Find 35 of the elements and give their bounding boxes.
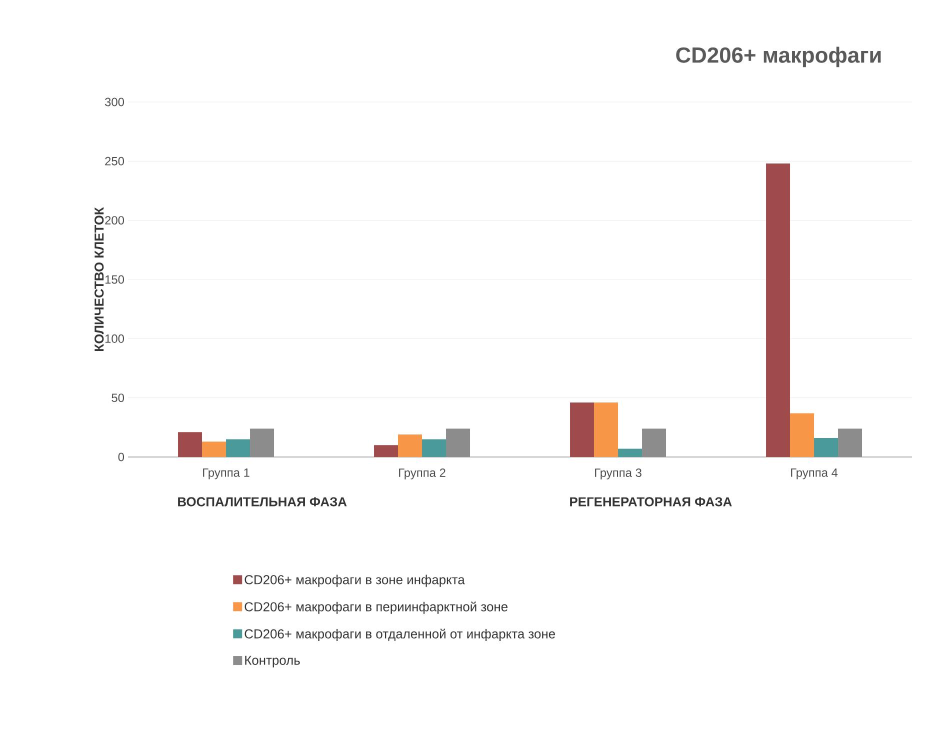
legend-label: CD206+ макрофаги в зоне инфаркта bbox=[244, 574, 465, 587]
y-tick-label: 0 bbox=[118, 452, 124, 462]
bar bbox=[642, 428, 666, 457]
text: РЕГЕНЕРАТОРНАЯ ФАЗА bbox=[570, 497, 732, 506]
bar bbox=[790, 413, 814, 457]
y-tick-label: 100 bbox=[105, 334, 124, 343]
legend-label: CD206+ макрофаги в отдаленной от инфаркта зоне bbox=[244, 628, 555, 642]
bar bbox=[446, 428, 470, 457]
text: ВОСПАЛИТЕЛЬНАЯ ФАЗА bbox=[178, 497, 347, 506]
x-tick-label: Группа 1 bbox=[203, 468, 250, 480]
chart-title: CD206+ макрофаги bbox=[676, 46, 881, 68]
bar bbox=[202, 442, 226, 457]
bar bbox=[766, 164, 790, 457]
y-tick-label: 250 bbox=[105, 156, 124, 166]
x-tick-label: Группа 3 bbox=[595, 468, 642, 480]
bar bbox=[570, 402, 594, 457]
bar bbox=[838, 428, 862, 457]
legend-label: Контроль bbox=[245, 656, 300, 668]
x-tick-label: Группа 2 bbox=[399, 468, 446, 480]
x-tick-label: Группа 4 bbox=[791, 468, 838, 480]
y-tick-label: 300 bbox=[104, 98, 124, 106]
bar bbox=[618, 448, 642, 457]
bar bbox=[178, 432, 202, 457]
bar bbox=[226, 439, 250, 457]
y-axis-title: КОЛИЧЕСТВО КЛЕТОК bbox=[94, 207, 104, 351]
bar bbox=[374, 445, 398, 457]
y-tick-label: 150 bbox=[105, 275, 124, 284]
bar bbox=[250, 428, 274, 457]
bar bbox=[594, 402, 618, 457]
bar bbox=[814, 438, 838, 457]
bar bbox=[398, 434, 422, 457]
y-tick-label: 200 bbox=[105, 216, 124, 225]
legend-label: CD206+ макрофаги в периинфарктной зоне bbox=[244, 602, 508, 614]
y-tick-label: 50 bbox=[112, 394, 124, 402]
bar bbox=[422, 439, 446, 457]
